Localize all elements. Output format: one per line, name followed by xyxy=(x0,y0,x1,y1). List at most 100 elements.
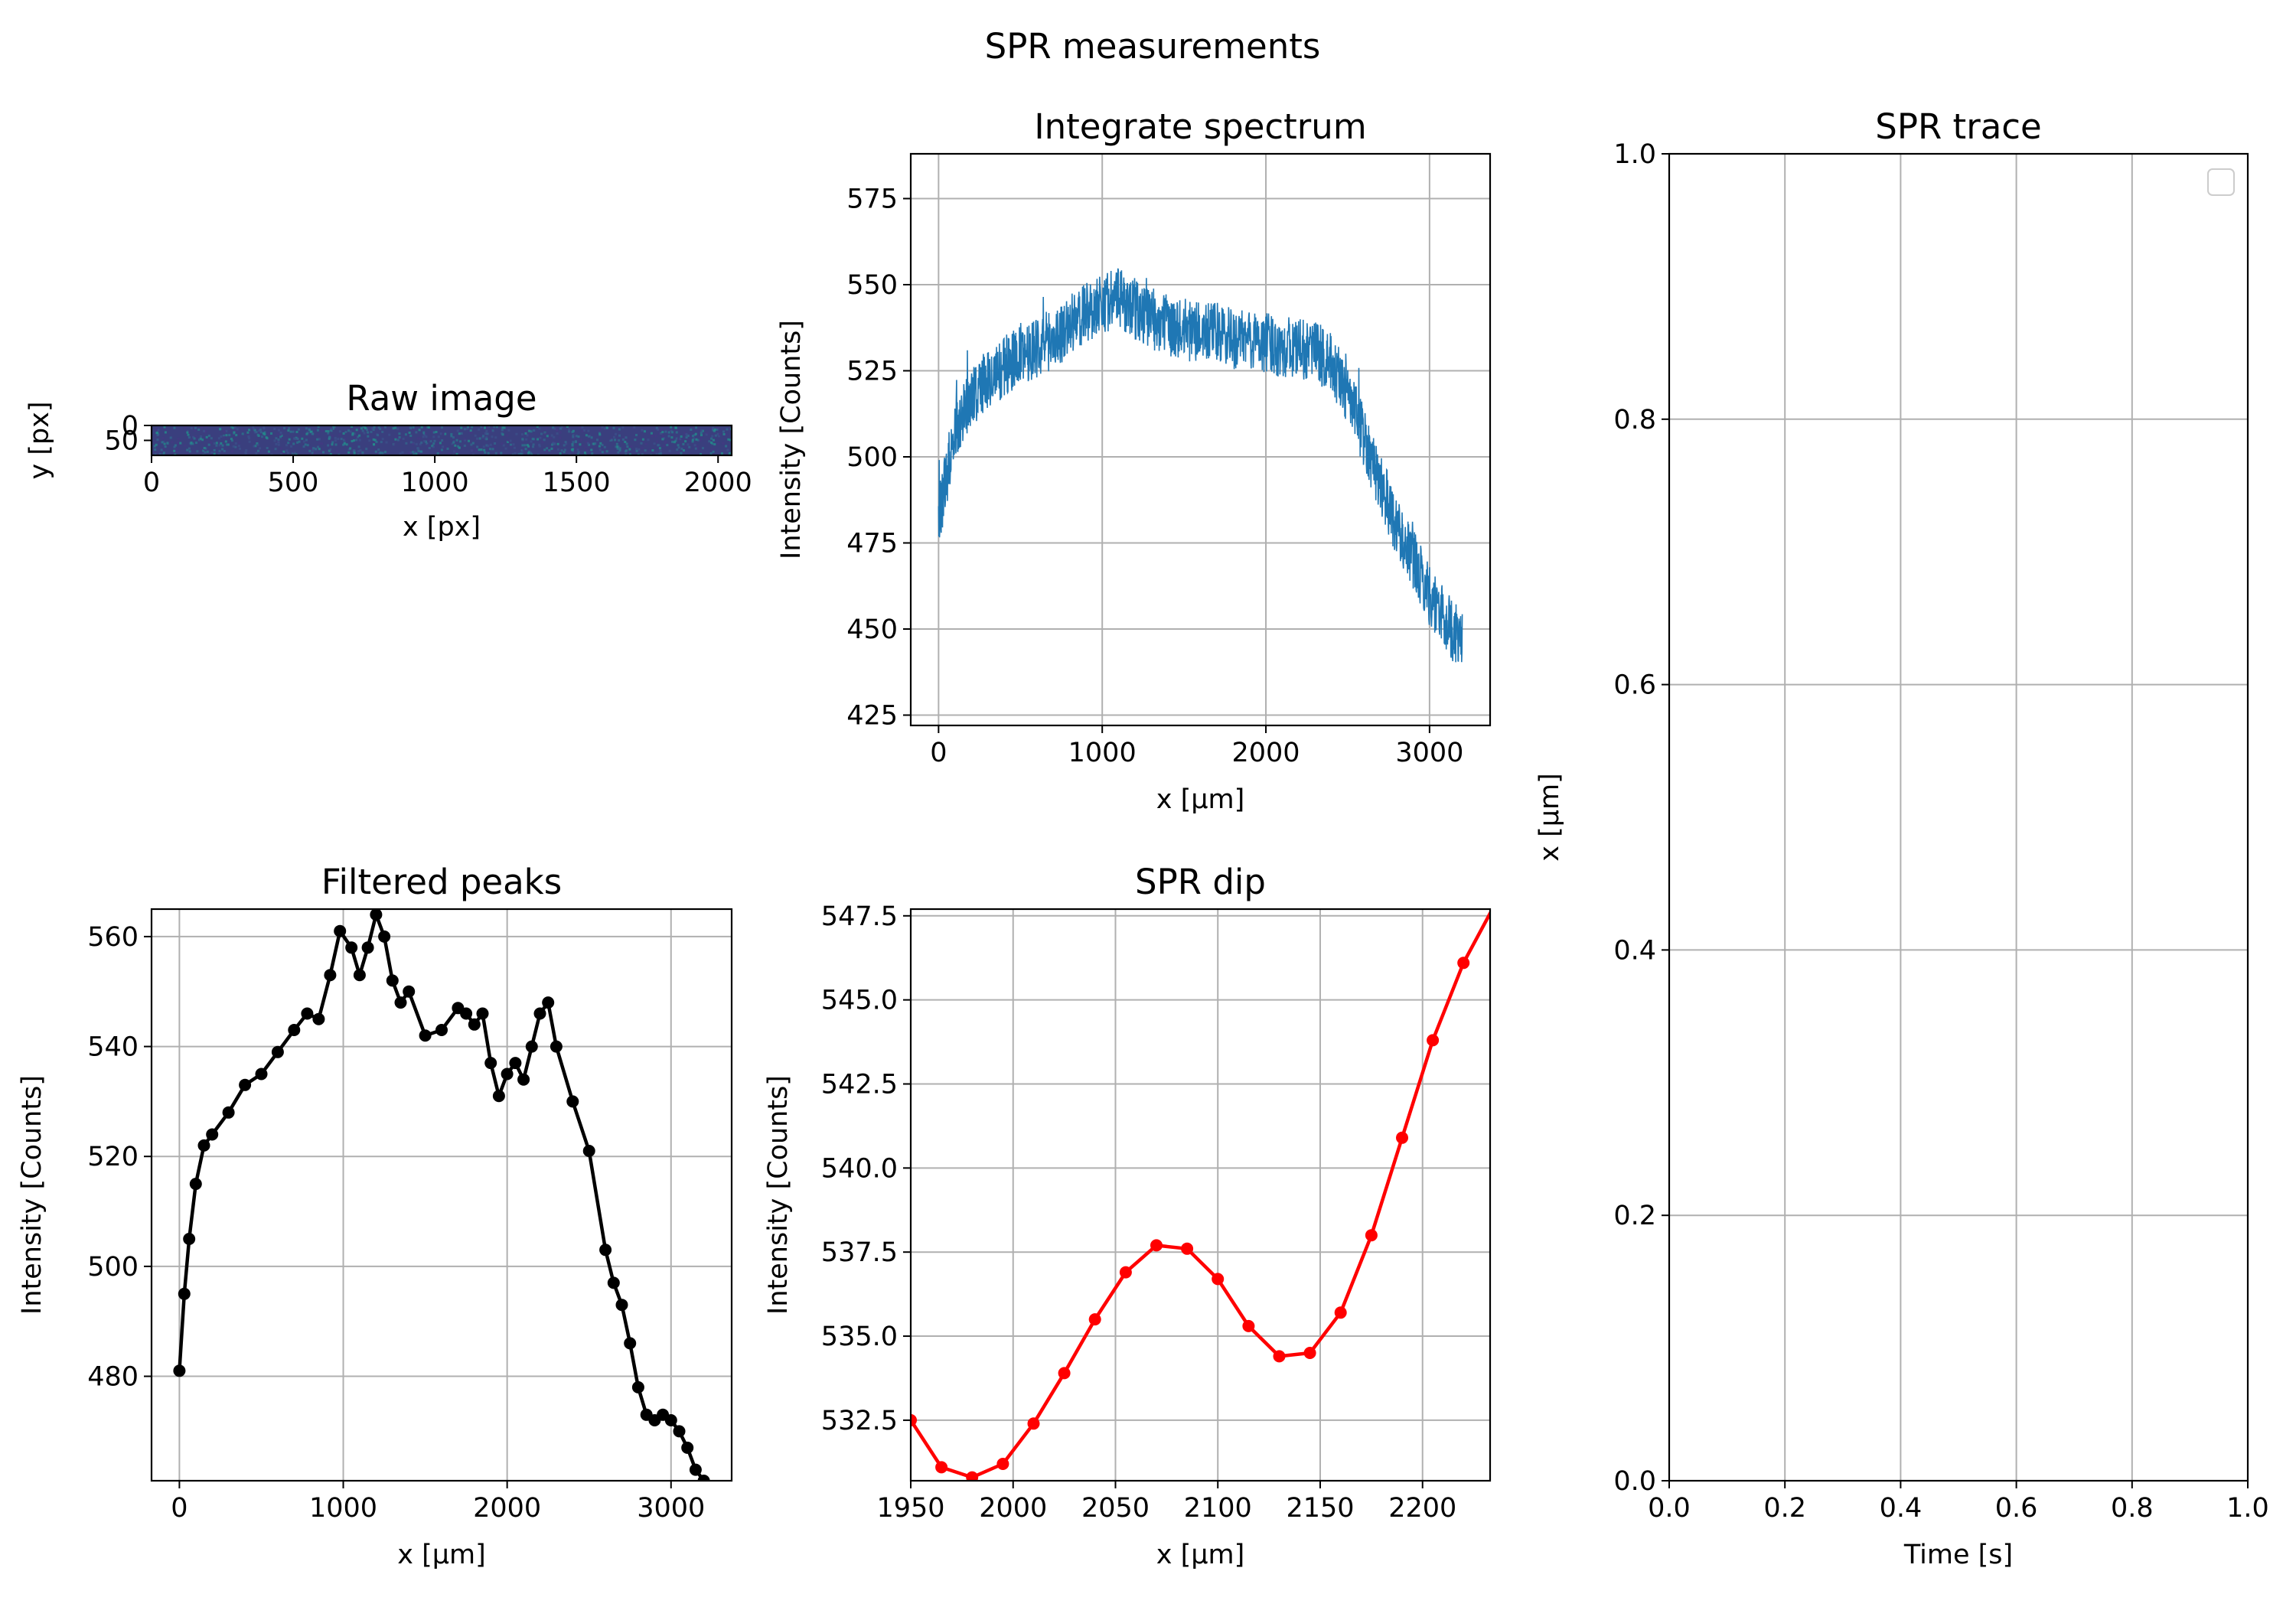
raw-image-pixel xyxy=(348,453,351,455)
raw-image-pixel xyxy=(328,449,331,452)
raw-image-pixel xyxy=(159,453,162,455)
dip-line xyxy=(911,909,1490,1479)
raw-image-pixel xyxy=(188,436,191,439)
peaks-point xyxy=(582,1145,595,1157)
raw-image-pixel xyxy=(279,432,282,434)
raw-image-pixel xyxy=(598,448,602,451)
spectrum-ytick-label: 450 xyxy=(846,614,898,645)
raw-image-pixel xyxy=(156,438,159,442)
raw-image-pixel xyxy=(478,448,481,451)
raw-image-pixel xyxy=(270,432,272,435)
raw-image-pixel xyxy=(413,451,416,454)
spectrum-ytick-label: 475 xyxy=(846,529,898,559)
raw-image-pixel xyxy=(450,432,453,435)
raw-image-pixel xyxy=(700,436,703,439)
peaks-point xyxy=(525,1040,538,1053)
raw-image-pixel xyxy=(670,436,673,439)
raw-image-pixel xyxy=(292,430,295,433)
raw-image-pixel xyxy=(292,451,295,454)
raw-image-pixel xyxy=(581,426,584,429)
raw-image-pixel xyxy=(426,425,429,429)
raw-image-pixel xyxy=(359,448,362,451)
raw-image-pixel xyxy=(532,443,535,446)
raw-image-pixel xyxy=(276,432,279,435)
raw-image-pixel xyxy=(726,448,729,451)
raw-image-pixel xyxy=(203,429,205,432)
raw-image-pixel xyxy=(282,450,285,453)
raw-image-pixel xyxy=(616,445,619,448)
dip-xtick-label: 2050 xyxy=(1081,1493,1150,1524)
raw-image-pixel xyxy=(501,432,504,435)
raw-image-pixel xyxy=(223,450,226,452)
raw-image-pixel xyxy=(601,451,604,454)
peaks-point xyxy=(533,1007,546,1020)
peaks-point xyxy=(542,996,555,1009)
raw-image-pixel xyxy=(625,436,628,439)
raw-image-pixel xyxy=(661,431,664,434)
raw-image-pixel xyxy=(520,452,523,455)
raw-image-pixel xyxy=(428,438,431,442)
raw-image-pixel xyxy=(504,447,507,450)
raw-image-pixel xyxy=(568,428,571,431)
raw-image-pixel xyxy=(468,431,471,434)
raw-image-pixel xyxy=(345,443,348,446)
raw-image-pixel xyxy=(442,432,445,435)
raw-image-pixel xyxy=(701,429,704,432)
raw-image-pixel xyxy=(224,440,227,443)
raw-image-pixel xyxy=(417,449,420,452)
raw-image-pixel xyxy=(625,453,628,455)
raw-image-pixel xyxy=(295,431,298,433)
dip-ylabel: Intensity [Counts] xyxy=(763,1075,794,1315)
raw-image-pixel xyxy=(458,446,461,449)
raw-image-pixel xyxy=(437,435,440,438)
raw-image-pixel xyxy=(305,453,308,455)
raw-image-pixel xyxy=(633,425,636,429)
raw-image-pixel xyxy=(714,434,717,437)
raw-image-pixel xyxy=(702,447,704,450)
raw-image-pixel xyxy=(615,445,618,448)
peaks-title: Filtered peaks xyxy=(321,862,562,902)
raw-image-pixel xyxy=(552,442,555,445)
raw-image-pixel xyxy=(559,431,562,434)
spectrum-xtick-label: 0 xyxy=(930,738,947,768)
raw-image-pixel xyxy=(436,451,439,455)
raw-image-pixel xyxy=(696,445,699,448)
spectrum-title: Integrate spectrum xyxy=(1034,106,1366,147)
raw-image-pixel xyxy=(169,436,172,439)
trace-title: SPR trace xyxy=(1875,106,2041,147)
raw-image-pixel xyxy=(298,440,301,443)
raw-image-pixel xyxy=(435,443,439,446)
raw-image-pixel xyxy=(527,451,530,455)
raw-image-pixel xyxy=(230,439,233,442)
raw-image-pixel xyxy=(230,425,233,429)
raw-image-pixel xyxy=(503,426,506,429)
raw-image-pixel xyxy=(155,428,158,431)
trace-ytick-label: 1.0 xyxy=(1613,139,1656,170)
raw-image-pixel xyxy=(357,435,360,438)
raw-image-pixel xyxy=(308,428,311,431)
peaks-ylabel: Intensity [Counts] xyxy=(17,1075,47,1315)
raw-image-pixel xyxy=(618,434,621,437)
raw-image-pixel xyxy=(487,425,490,429)
trace-xtick-label: 1.0 xyxy=(2226,1493,2269,1524)
raw-image-pixel xyxy=(177,437,180,440)
raw-image-pixel xyxy=(728,451,731,455)
raw-image-pixel xyxy=(347,451,351,454)
raw-image-pixel xyxy=(408,432,411,434)
raw-image-pixel xyxy=(671,431,673,434)
raw-image-pixel xyxy=(432,431,435,434)
raw-image-pixel xyxy=(277,443,280,446)
raw-image-pixel xyxy=(680,435,683,438)
raw-image-pixel xyxy=(409,435,413,437)
raw-image-pixel xyxy=(338,433,341,436)
raw-image-pixel xyxy=(709,452,713,455)
raw-image-pixel xyxy=(526,434,529,437)
raw-image-pixel xyxy=(560,449,563,452)
raw-image-pixel xyxy=(708,440,711,443)
raw-image-pixel xyxy=(190,427,193,430)
raw-image-pixel xyxy=(521,444,524,447)
raw-image-pixel xyxy=(501,426,504,429)
dip-ytick-label: 542.5 xyxy=(821,1069,898,1100)
dip-point xyxy=(1058,1367,1071,1380)
raw-image-pixel xyxy=(507,429,510,432)
